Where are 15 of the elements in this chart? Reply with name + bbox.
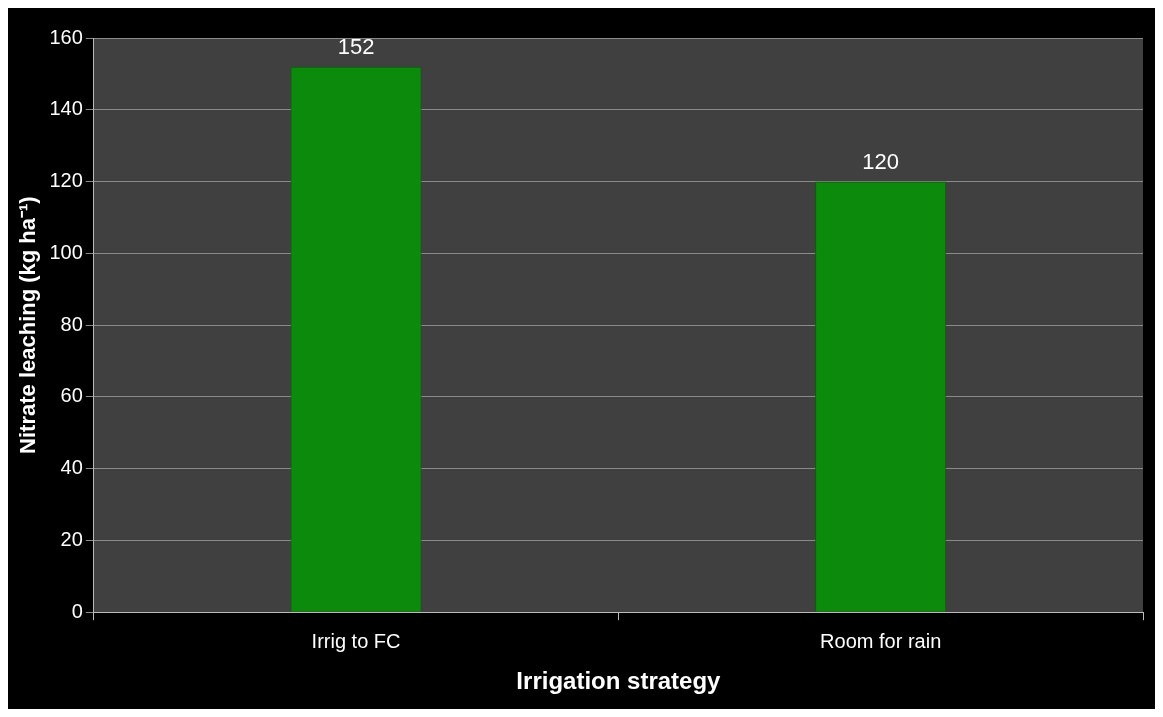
data-label: 120 bbox=[862, 148, 900, 174]
y-tick-label: 80 bbox=[60, 312, 83, 335]
x-tick-label: Room for rain bbox=[820, 629, 942, 652]
x-tick-label: Irrig to FC bbox=[311, 629, 401, 652]
x-axis-title: Irrigation strategy bbox=[516, 667, 722, 695]
y-tick-label: 40 bbox=[60, 456, 83, 479]
y-tick-label: 0 bbox=[71, 599, 83, 622]
y-axis-title: Nitrate leaching (kg ha⁻¹) bbox=[15, 196, 41, 454]
data-label: 152 bbox=[337, 33, 375, 59]
y-tick-label: 140 bbox=[49, 97, 83, 120]
y-tick-label: 60 bbox=[60, 384, 83, 407]
y-tick-label: 160 bbox=[49, 25, 83, 48]
y-tick-label: 20 bbox=[60, 527, 83, 550]
y-tick-label: 100 bbox=[49, 240, 83, 263]
y-tick-label: 120 bbox=[49, 169, 83, 192]
